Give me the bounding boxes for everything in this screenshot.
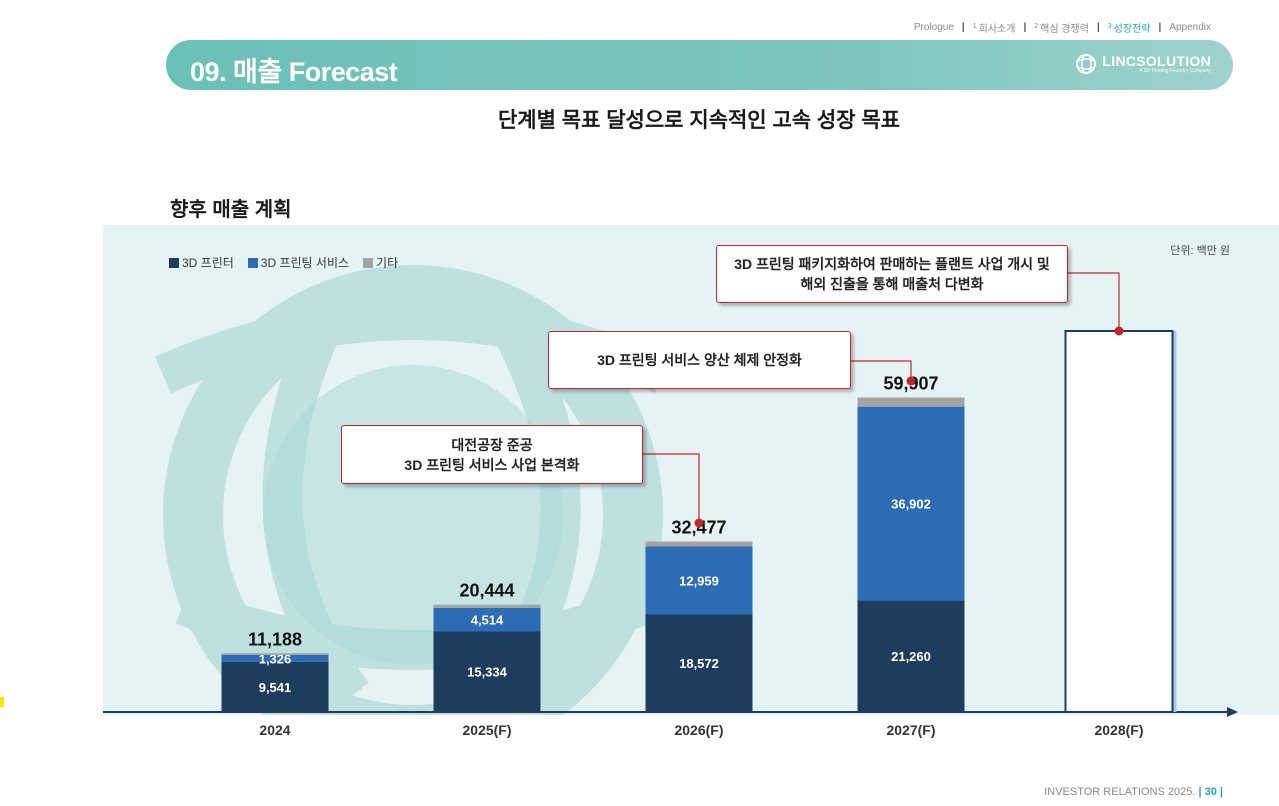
- bar-segment: [433, 631, 541, 712]
- logo-name: LINCSOLUTION: [1102, 53, 1211, 69]
- x-axis-arrow-icon: [1227, 707, 1238, 717]
- callout-dot: [1114, 326, 1124, 336]
- bar-value-label: 15,334: [467, 665, 508, 680]
- bar-segment: [857, 406, 965, 601]
- bar-segment: [221, 661, 329, 712]
- unit-label: 단위: 백만 원: [1170, 245, 1230, 257]
- bar-segment: [857, 397, 965, 407]
- nav-strategy[interactable]: 3 성장전략: [1107, 22, 1151, 35]
- top-navigation: Prologue | 1 회사소개 | 2 핵심 경쟁력 | 3 성장전략 | App…: [914, 20, 1211, 35]
- bar-value-label: 12,959: [679, 573, 719, 588]
- bar-segment: [433, 607, 541, 632]
- bar-segment: [645, 614, 753, 712]
- title-banner: 09. 매출 Forecast LINCSOLUTION A 3D Printi…: [166, 40, 1233, 90]
- legend-swatch: [169, 257, 179, 268]
- nav-separator: |: [1096, 22, 1100, 33]
- bar-value-label: 21,260: [891, 649, 931, 664]
- callout-text: 3D 프린팅 서비스 양산 체제 안정화: [597, 352, 802, 368]
- callout-2028: 3D 프린팅 패키지화하여 판매하는 플랜트 사업 개시 및 해외 진출을 통해…: [716, 245, 1068, 303]
- page-number: 30: [1204, 786, 1217, 798]
- callout-connector: [1066, 272, 1120, 331]
- slide-subtitle: 단계별 목표 달성으로 지속적인 고속 성장 목표: [497, 109, 901, 132]
- target-bar: [1064, 330, 1174, 713]
- x-tick-label: 2024: [259, 722, 290, 738]
- page-title: 09. 매출 Forecast: [190, 57, 398, 87]
- legend-label: 3D 프린팅 서비스: [260, 256, 350, 270]
- chart-legend: 3D 프린터 3D 프린팅 서비스 기타: [169, 254, 398, 271]
- legend-label: 3D 프린터: [182, 256, 234, 270]
- callout-text: 3D 프린팅 패키지화하여 판매하는 플랜트 사업 개시 및: [734, 256, 1050, 272]
- nav-separator: |: [1023, 22, 1027, 33]
- bar-segment: [645, 541, 753, 547]
- callout-connector: [641, 453, 700, 523]
- footer: INVESTOR RELATIONS 2025. | 30 |: [1044, 786, 1223, 798]
- x-tick-label: 2026(F): [674, 722, 723, 738]
- bar-value-label: 18,572: [679, 656, 719, 671]
- legend-item-other: 기타: [363, 254, 398, 271]
- callout-text: 대전공장 준공: [451, 436, 533, 453]
- nav-prologue[interactable]: Prologue: [913, 22, 954, 33]
- legend-item-service: 3D 프린팅 서비스: [247, 254, 350, 271]
- nav-appendix[interactable]: Appendix: [1169, 22, 1211, 33]
- callout-text: 해외 진출을 통해 매출처 다변화: [800, 276, 984, 292]
- bar-value-label: 4,514: [471, 613, 504, 628]
- bar-segment: [221, 654, 329, 662]
- footer-separator: |: [1198, 786, 1205, 798]
- x-tick-label: 2027(F): [886, 722, 935, 738]
- legend-label: 기타: [376, 256, 399, 270]
- callout-2027: 3D 프린팅 서비스 양산 체제 안정화: [548, 331, 851, 389]
- callout-dot: [694, 518, 704, 528]
- callout-connector: [849, 360, 912, 381]
- callout-dot: [906, 376, 916, 386]
- page-marker: [0, 697, 4, 707]
- bar-segment: [645, 546, 753, 615]
- bar-total-label: 20,444: [459, 581, 514, 601]
- footer-separator: |: [1219, 786, 1223, 798]
- bar-total-label: 11,188: [248, 629, 302, 649]
- bar-segment: [433, 604, 541, 608]
- nav-company[interactable]: 1 회사소개: [972, 22, 1016, 35]
- nav-separator: |: [1158, 22, 1162, 33]
- nav-competence[interactable]: 2 핵심 경쟁력: [1034, 22, 1089, 35]
- footer-label: INVESTOR RELATIONS 2025.: [1044, 786, 1196, 798]
- bar-value-label: 36,902: [891, 497, 931, 512]
- nav-separator: |: [961, 22, 965, 33]
- bar-value-label: 9,541: [259, 680, 292, 695]
- legend-swatch: [363, 257, 374, 268]
- callout-2026: 대전공장 준공 3D 프린팅 서비스 사업 본격화: [341, 425, 643, 484]
- legend-item-printer: 3D 프린터: [169, 254, 234, 271]
- section-title: 향후 매출 계획: [170, 199, 292, 221]
- company-logo: LINCSOLUTION A 3D Printing Foundry Compa…: [1075, 53, 1211, 75]
- bar-segment: [221, 653, 329, 655]
- legend-swatch: [247, 257, 258, 268]
- bar-segment: [857, 600, 965, 712]
- bar-value-label: 1,326: [259, 651, 292, 666]
- x-tick-label: 2028(F): [1094, 722, 1143, 738]
- callout-text: 3D 프린팅 서비스 사업 본격화: [404, 456, 580, 473]
- x-tick-label: 2025(F): [462, 722, 511, 738]
- logo-tagline: A 3D Printing Foundry Company: [1139, 68, 1211, 74]
- globe-logo-icon: [1076, 54, 1097, 74]
